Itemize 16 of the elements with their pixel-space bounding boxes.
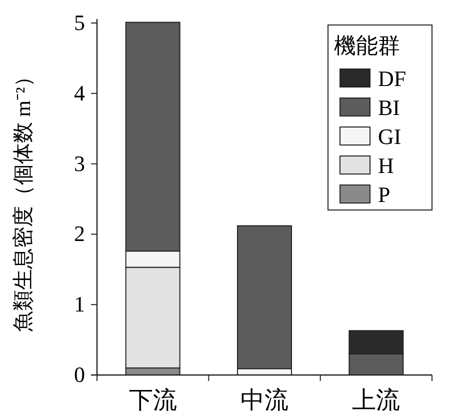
legend-label: H xyxy=(378,153,394,178)
x-tick-label: 中流 xyxy=(240,387,288,414)
legend-title: 機能群 xyxy=(334,33,400,58)
legend-label: BI xyxy=(378,95,400,120)
legend-label: GI xyxy=(378,124,402,149)
y-tick-label: 5 xyxy=(74,10,85,35)
y-tick-label: 4 xyxy=(74,80,85,106)
y-tick-label: 2 xyxy=(74,221,85,246)
y-tick-label: 1 xyxy=(74,292,85,317)
y-tick-label: 0 xyxy=(74,362,85,387)
y-axis-title: 魚類生息密度（個体数 m⁻²） xyxy=(11,66,35,332)
x-tick-label: 下流 xyxy=(128,387,177,414)
x-tick-label: 上流 xyxy=(352,387,400,414)
legend-label: DF xyxy=(378,66,406,91)
legend-label: P xyxy=(378,182,390,207)
y-tick-label: 3 xyxy=(74,150,85,176)
